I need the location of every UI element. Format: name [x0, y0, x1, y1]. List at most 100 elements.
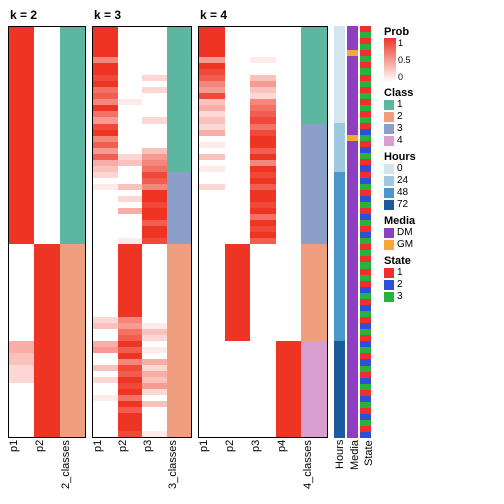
x-axis-label: p3 — [250, 440, 276, 496]
heatmap-col — [34, 27, 59, 437]
legend-title: Class — [384, 87, 442, 99]
legend-swatch — [384, 164, 394, 174]
legend-label: DM — [397, 227, 413, 239]
legend-item: 2 — [384, 111, 442, 123]
panel-k2: k = 2 p1p22_classes — [8, 8, 86, 496]
legend-label: 0 — [397, 163, 403, 175]
legend-label: 1 — [397, 267, 403, 279]
heatmap-col — [301, 27, 327, 437]
x-axis-label: State — [363, 440, 378, 496]
x-axis-label: p2 — [224, 440, 250, 496]
x-axis-label: 2_classes — [60, 440, 86, 496]
x-axis-label: p2 — [117, 440, 142, 496]
x-axis-label: Media — [349, 440, 364, 496]
annotation-columns — [334, 26, 378, 438]
legend-label: 2 — [397, 279, 403, 291]
xlabels-k3: p1p2p33_classes — [92, 440, 192, 496]
legend-label: GM — [397, 239, 413, 251]
legend-item: 0 — [384, 163, 442, 175]
panel-title-k4: k = 4 — [198, 8, 328, 26]
legend-label: 1 — [397, 99, 403, 111]
prob-gradient — [384, 38, 396, 82]
legend-item: 2 — [384, 279, 442, 291]
legend-swatch — [384, 188, 394, 198]
legend-item: 1 — [384, 99, 442, 111]
legend-item: 1 — [384, 267, 442, 279]
prob-tick-1: 1 — [398, 38, 411, 48]
x-axis-label: p2 — [34, 440, 60, 496]
legend-label: 2 — [397, 111, 403, 123]
heatmap-col — [199, 27, 225, 437]
legend-item: 48 — [384, 187, 442, 199]
legend-label: 4 — [397, 135, 403, 147]
legend-swatch — [384, 280, 394, 290]
legend-title: Media — [384, 215, 442, 227]
x-axis-label: 3_classes — [167, 440, 192, 496]
legend-label: 3 — [397, 291, 403, 303]
legend-swatch — [384, 240, 394, 250]
legend-prob: Prob 1 0.5 0 — [384, 26, 442, 83]
legend-label: 24 — [397, 175, 408, 187]
heatmap-col — [60, 27, 85, 437]
prob-tick-05: 0.5 — [398, 55, 411, 65]
prob-tick-0: 0 — [398, 72, 411, 82]
panel-title-k3: k = 3 — [92, 8, 192, 26]
legend-item: 3 — [384, 123, 442, 135]
xlabels-k4: p1p2p3p44_classes — [198, 440, 328, 496]
heatmap-k3 — [92, 26, 192, 438]
legend-class: Class1234 — [384, 87, 442, 147]
heatmap-col — [118, 27, 143, 437]
x-axis-label: p1 — [8, 440, 34, 496]
x-axis-label: p1 — [92, 440, 117, 496]
legends: Prob 1 0.5 0 Class1234 Hours0244872 Medi… — [384, 8, 442, 496]
legend-item: 4 — [384, 135, 442, 147]
heatmap-col — [9, 27, 34, 437]
legend-swatch — [384, 112, 394, 122]
figure-layout: k = 2 p1p22_classes k = 3 p1p2p33_classe… — [8, 8, 496, 496]
legend-swatch — [384, 268, 394, 278]
legend-swatch — [384, 228, 394, 238]
legend-swatch — [384, 200, 394, 210]
panel-k4: k = 4 p1p2p3p44_classes — [198, 8, 328, 496]
legend-swatch — [384, 176, 394, 186]
legend-label: 72 — [397, 199, 408, 211]
x-axis-label: p4 — [276, 440, 302, 496]
legend-item: 3 — [384, 291, 442, 303]
legend-prob-title: Prob — [384, 26, 442, 38]
heatmap-k2 — [8, 26, 86, 438]
heatmap-col — [250, 27, 276, 437]
x-axis-label: p3 — [142, 440, 167, 496]
heatmap-col — [225, 27, 251, 437]
legend-title: State — [384, 255, 442, 267]
heatmap-k4 — [198, 26, 328, 438]
heatmap-col — [167, 27, 192, 437]
x-axis-label: 4_classes — [302, 440, 328, 496]
legend-item: 24 — [384, 175, 442, 187]
legend-state: State123 — [384, 255, 442, 303]
heatmap-col — [142, 27, 167, 437]
anno-col-state — [360, 26, 371, 438]
legend-item: 72 — [384, 199, 442, 211]
legend-media: MediaDMGM — [384, 215, 442, 251]
legend-item: DM — [384, 227, 442, 239]
xlabels-k2: p1p22_classes — [8, 440, 86, 496]
heatmap-col — [276, 27, 302, 437]
annotation-panel: HoursMediaState — [334, 8, 378, 496]
legend-swatch — [384, 124, 394, 134]
legend-swatch — [384, 292, 394, 302]
panel-title-k2: k = 2 — [8, 8, 86, 26]
legend-label: 48 — [397, 187, 408, 199]
anno-col-media — [347, 26, 358, 438]
legend-swatch — [384, 136, 394, 146]
legend-title: Hours — [384, 151, 442, 163]
x-axis-label: Hours — [334, 440, 349, 496]
legend-swatch — [384, 100, 394, 110]
annotation-labels: HoursMediaState — [334, 440, 378, 496]
x-axis-label: p1 — [198, 440, 224, 496]
panel-k3: k = 3 p1p2p33_classes — [92, 8, 192, 496]
legend-label: 3 — [397, 123, 403, 135]
legend-hours: Hours0244872 — [384, 151, 442, 211]
heatmap-col — [93, 27, 118, 437]
legend-item: GM — [384, 239, 442, 251]
anno-col-hours — [334, 26, 345, 438]
